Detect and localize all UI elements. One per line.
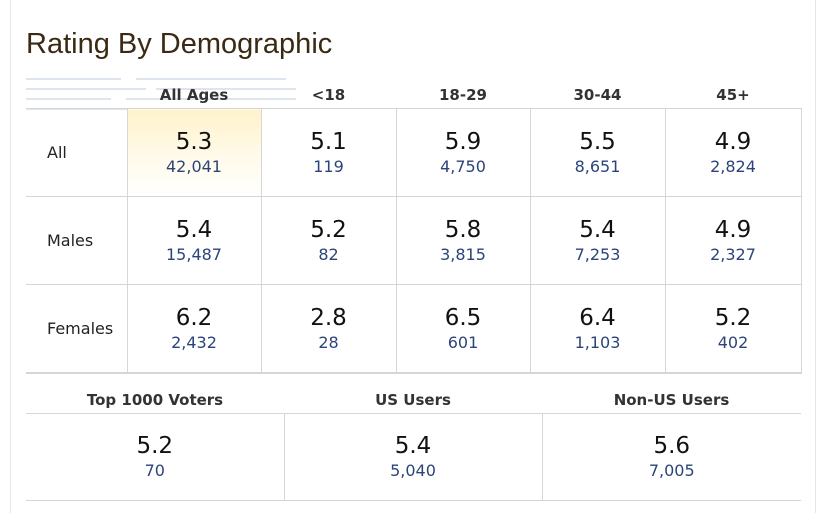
rating-cell[interactable]: 5.2 82 <box>260 196 396 285</box>
group-ratings-table: Top 1000 Voters US Users Non-US Users 5.… <box>26 386 801 501</box>
column-header-non-us-users: Non-US Users <box>542 386 801 414</box>
row-label-males: Males <box>26 196 127 285</box>
votes-link[interactable]: 4,750 <box>440 156 486 176</box>
votes-link[interactable]: 70 <box>144 461 165 480</box>
votes-link[interactable]: 8,651 <box>574 156 621 176</box>
votes-link[interactable]: 7,253 <box>574 244 621 264</box>
table-row-all: All 5.3 42,041 5.1 119 5.9 4,750 5.5 8,6… <box>26 108 802 197</box>
column-header-top-1000-voters: Top 1000 Voters <box>26 386 284 414</box>
rating-cell[interactable]: 5.6 7,005 <box>541 413 801 501</box>
votes-link[interactable]: 119 <box>313 156 344 176</box>
column-header-under-18: <18 <box>261 82 396 109</box>
rating-cell[interactable]: 5.9 4,750 <box>395 108 530 197</box>
rating-value: 5.2 <box>136 433 174 459</box>
rating-value: 5.1 <box>310 128 347 155</box>
votes-link[interactable]: 15,487 <box>166 244 222 264</box>
rating-value: 6.5 <box>444 304 482 331</box>
rating-value: 4.9 <box>714 216 752 243</box>
column-header-all-ages: All Ages <box>127 82 261 109</box>
group-header-row: Top 1000 Voters US Users Non-US Users <box>26 386 801 414</box>
rating-value: 5.4 <box>175 216 213 243</box>
rating-value: 5.6 <box>653 433 691 459</box>
votes-link[interactable]: 601 <box>447 332 479 352</box>
rating-value: 5.4 <box>579 216 616 243</box>
page-title: Rating By Demographic <box>26 28 333 60</box>
rating-cell[interactable]: 5.5 8,651 <box>529 108 665 197</box>
votes-link[interactable]: 2,327 <box>710 244 756 264</box>
table-row-females: Females 6.2 2,432 2.8 28 6.5 601 6.4 1,1… <box>26 284 802 374</box>
rating-value: 6.4 <box>579 304 616 331</box>
column-header-18-29: 18-29 <box>396 82 530 109</box>
votes-link[interactable]: 28 <box>318 332 339 352</box>
rating-cell[interactable]: 5.8 3,815 <box>395 196 530 285</box>
group-values-row: 5.2 70 5.4 5,040 5.6 7,005 <box>26 413 801 501</box>
votes-link[interactable]: 82 <box>318 244 339 264</box>
rating-value: 2.8 <box>310 304 347 331</box>
rating-cell[interactable]: 5.4 15,487 <box>126 196 261 285</box>
rating-cell[interactable]: 6.5 601 <box>395 284 530 374</box>
rating-value: 5.2 <box>310 216 347 243</box>
row-label-females: Females <box>26 284 127 374</box>
rating-value: 5.5 <box>579 128 616 155</box>
votes-link[interactable]: 5,040 <box>390 461 436 480</box>
rating-cell[interactable]: 5.4 7,253 <box>529 196 665 285</box>
column-header-45-plus: 45+ <box>665 82 801 109</box>
left-border <box>10 0 11 513</box>
corner-cell <box>26 82 127 109</box>
rating-cell[interactable]: 5.1 119 <box>260 108 396 197</box>
votes-link[interactable]: 7,005 <box>648 461 695 480</box>
right-border <box>815 0 816 513</box>
votes-link[interactable]: 42,041 <box>166 156 222 176</box>
table-row-males: Males 5.4 15,487 5.2 82 5.8 3,815 5.4 7,… <box>26 196 802 285</box>
header-row: All Ages <18 18-29 30-44 45+ <box>26 82 801 109</box>
votes-link[interactable]: 402 <box>717 332 749 352</box>
rating-cell[interactable]: 5.2 70 <box>26 413 284 501</box>
rating-cell[interactable]: 6.2 2,432 <box>126 284 261 374</box>
row-label-all: All <box>26 108 127 197</box>
rating-cell[interactable]: 5.3 42,041 <box>126 108 261 197</box>
rating-cell[interactable]: 4.9 2,824 <box>664 108 802 197</box>
votes-link[interactable]: 3,815 <box>440 244 486 264</box>
rating-value: 5.2 <box>714 304 752 331</box>
votes-link[interactable]: 2,432 <box>171 332 217 352</box>
rating-value: 4.9 <box>714 128 752 155</box>
rating-cell[interactable]: 4.9 2,327 <box>664 196 802 285</box>
rating-value: 5.4 <box>394 433 432 459</box>
rating-cell[interactable]: 5.4 5,040 <box>283 413 542 501</box>
votes-link[interactable]: 2,824 <box>710 156 756 176</box>
votes-link[interactable]: 1,103 <box>574 332 621 352</box>
rating-value: 5.8 <box>444 216 482 243</box>
rating-cell[interactable]: 2.8 28 <box>260 284 396 374</box>
rating-value: 5.3 <box>175 128 213 155</box>
rating-cell[interactable]: 5.2 402 <box>664 284 802 374</box>
rating-value: 5.9 <box>444 128 482 155</box>
rating-cell[interactable]: 6.4 1,103 <box>529 284 665 374</box>
column-header-us-users: US Users <box>284 386 542 414</box>
rating-value: 6.2 <box>175 304 213 331</box>
demographic-table: All Ages <18 18-29 30-44 45+ All 5.3 42,… <box>26 82 802 374</box>
column-header-30-44: 30-44 <box>530 82 665 109</box>
